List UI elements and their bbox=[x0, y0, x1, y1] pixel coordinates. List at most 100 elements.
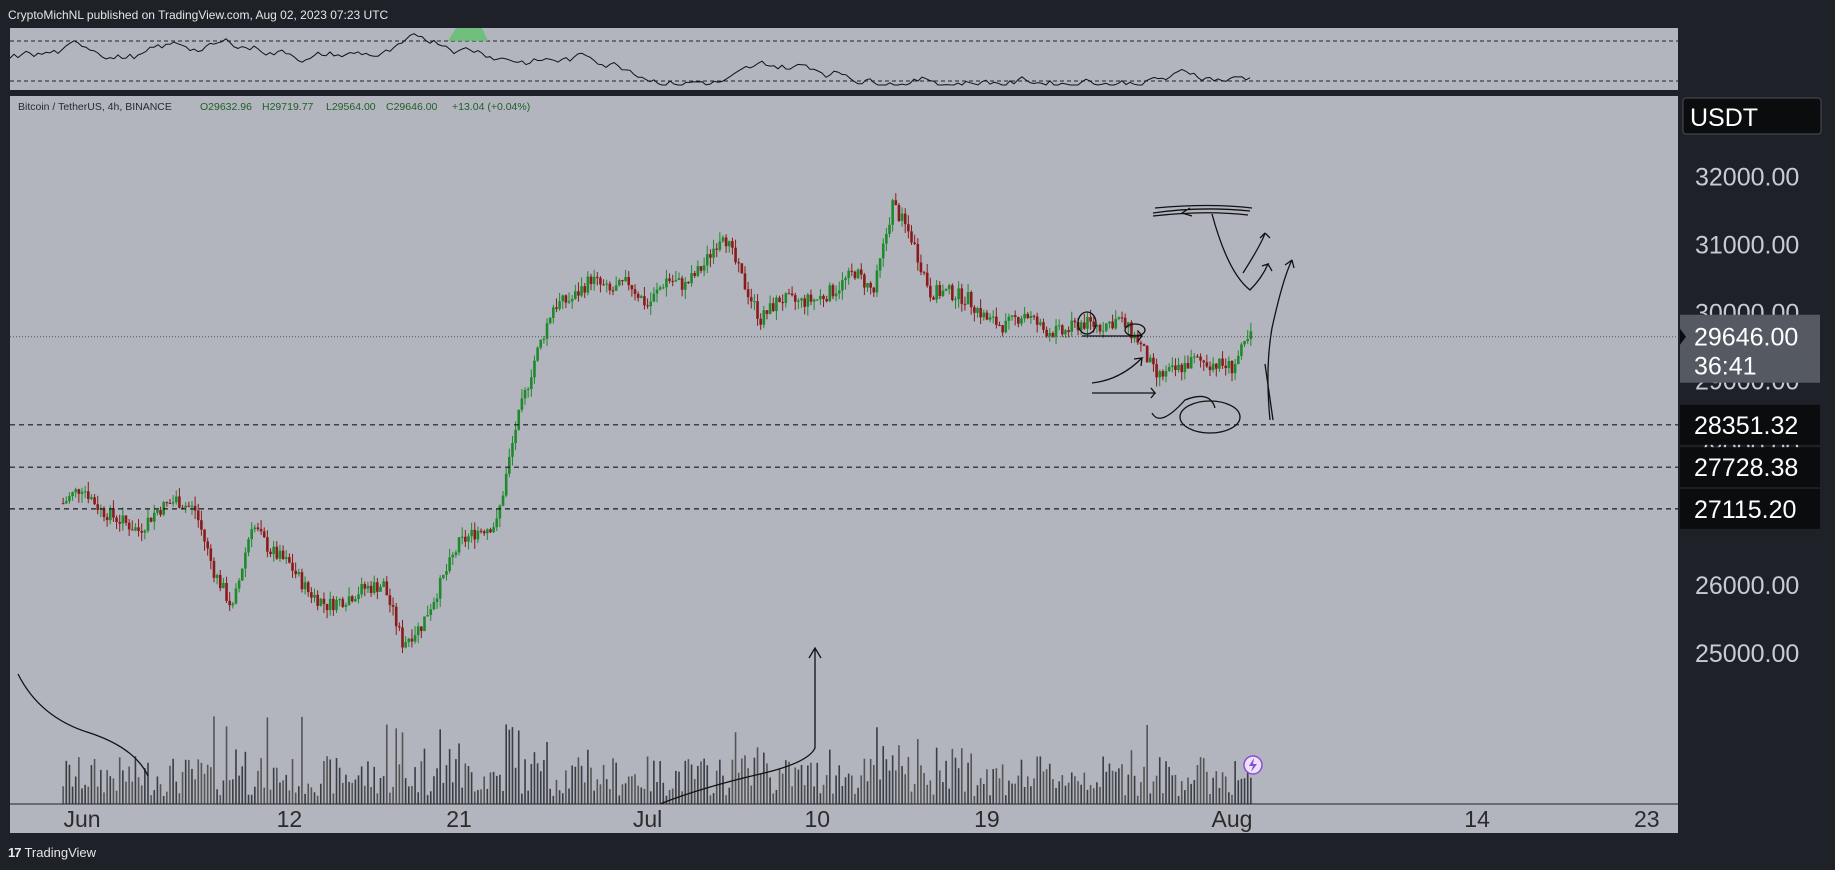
volume-bar bbox=[1240, 778, 1243, 804]
currency-badge[interactable] bbox=[1682, 97, 1822, 135]
volume-bar bbox=[671, 788, 674, 804]
volume-bar bbox=[210, 767, 212, 804]
volume-bar bbox=[1155, 775, 1158, 804]
level-label: 27728.38 bbox=[1694, 454, 1798, 482]
candle-body bbox=[426, 615, 429, 617]
candle-body bbox=[1064, 330, 1067, 335]
candle-body bbox=[1180, 364, 1184, 373]
candle-body bbox=[385, 581, 389, 596]
candle-body bbox=[335, 599, 338, 611]
candle-body bbox=[143, 530, 147, 533]
volume-bar bbox=[810, 762, 812, 804]
candle-body bbox=[1233, 364, 1237, 374]
volume-bar bbox=[841, 786, 844, 804]
candle-body bbox=[960, 288, 964, 304]
volume-rise-arrowhead bbox=[808, 646, 822, 659]
volume-bar bbox=[825, 775, 828, 804]
lightning-icon[interactable] bbox=[1243, 755, 1263, 775]
volume-bar bbox=[279, 782, 281, 804]
volume-bar bbox=[467, 765, 470, 804]
volume-bar bbox=[747, 768, 749, 804]
candle-body bbox=[614, 285, 618, 291]
candle-body bbox=[863, 274, 866, 288]
candle-body bbox=[1246, 339, 1250, 342]
volume-bar bbox=[276, 767, 278, 804]
volume-bar bbox=[128, 766, 130, 804]
candle-body bbox=[225, 582, 228, 601]
volume-bar bbox=[860, 775, 863, 804]
volume-bar bbox=[291, 759, 294, 804]
candle-body bbox=[624, 277, 627, 282]
volume-bar bbox=[599, 784, 602, 804]
candle-body bbox=[938, 285, 942, 297]
volume-bar bbox=[87, 786, 90, 804]
candle-body bbox=[376, 582, 379, 592]
volume-bar bbox=[869, 758, 872, 804]
candle-body bbox=[215, 575, 219, 578]
candle-body bbox=[768, 303, 772, 314]
tradingview-logo[interactable]: 17 TradingView bbox=[8, 845, 96, 860]
candle-body bbox=[482, 531, 486, 534]
volume-bar bbox=[398, 764, 401, 804]
volume-bar bbox=[426, 795, 429, 804]
volume-bar bbox=[876, 727, 878, 804]
volume-bar bbox=[580, 765, 583, 804]
volume-bar bbox=[910, 791, 913, 804]
candle-body bbox=[665, 278, 668, 288]
candle-body bbox=[90, 497, 93, 499]
volume-bar bbox=[323, 761, 325, 804]
volume-bar bbox=[1004, 795, 1007, 804]
time-tick: 21 bbox=[446, 806, 472, 832]
volume-bar bbox=[646, 756, 649, 804]
candle-body bbox=[181, 507, 184, 509]
time-axis-ticks: Jun 12 21 Jul 10 19 Aug 14 23 bbox=[63, 806, 1659, 832]
candle-body bbox=[1105, 323, 1108, 331]
candle-body bbox=[881, 243, 885, 259]
volume-bar bbox=[945, 760, 947, 804]
volume-bar bbox=[712, 793, 715, 804]
candle-body bbox=[1177, 364, 1180, 370]
countdown-label: 36:41 bbox=[1694, 353, 1757, 381]
volume-bar bbox=[1171, 775, 1174, 804]
candle-body bbox=[278, 550, 282, 559]
candle-body bbox=[1236, 355, 1240, 365]
volume-bar bbox=[665, 795, 668, 804]
publisher-bar: CryptoMichNL published on TradingView.co… bbox=[0, 0, 1835, 28]
price-tick: 31000.00 bbox=[1695, 232, 1799, 260]
candle-body bbox=[856, 269, 860, 279]
target-scribble bbox=[1152, 204, 1253, 217]
candle-body bbox=[759, 318, 762, 325]
volume-bar bbox=[166, 791, 168, 804]
volume-bar bbox=[228, 780, 231, 804]
candle-body bbox=[699, 266, 703, 271]
candle-body bbox=[756, 301, 759, 319]
candle-body bbox=[325, 603, 329, 611]
volume-bar bbox=[140, 785, 143, 804]
volume-bar bbox=[615, 762, 617, 804]
candlesticks bbox=[61, 193, 1253, 653]
candle-body bbox=[272, 546, 275, 555]
candle-body bbox=[542, 338, 546, 340]
candle-body bbox=[991, 316, 995, 318]
volume-bar bbox=[844, 777, 847, 804]
candle-body bbox=[784, 293, 788, 304]
volume-bar bbox=[213, 716, 215, 804]
candle-body bbox=[382, 581, 385, 587]
candle-body bbox=[1057, 325, 1061, 327]
volume-bar bbox=[829, 749, 831, 804]
candle-body bbox=[1161, 371, 1165, 377]
volume-bar bbox=[788, 761, 790, 804]
volume-bar bbox=[561, 793, 564, 804]
rsi-pane bbox=[10, 28, 1678, 90]
volume-bar bbox=[197, 759, 200, 804]
candle-body bbox=[77, 489, 81, 494]
volume-bar bbox=[238, 775, 240, 804]
candle-body bbox=[404, 642, 407, 648]
volume-bar bbox=[298, 786, 300, 804]
time-tick: 10 bbox=[804, 806, 830, 832]
volume-bar bbox=[1193, 780, 1196, 804]
volume-bar bbox=[505, 724, 507, 804]
price-chart[interactable]: Bitcoin / TetherUS, 4h, BINANCE O29632.9… bbox=[0, 28, 1835, 833]
candle-body bbox=[124, 515, 128, 523]
volume-bar bbox=[93, 758, 96, 804]
